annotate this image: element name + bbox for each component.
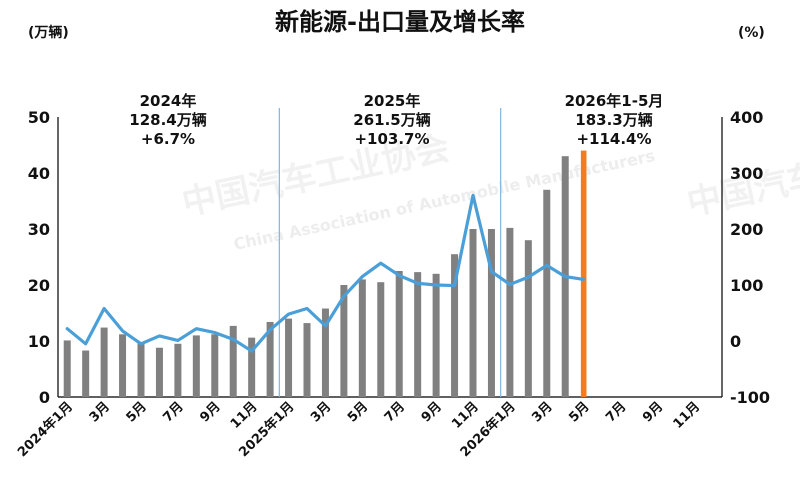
x-tick-label: 11月 [228,399,261,432]
x-tick-label: 5月 [124,399,150,425]
x-tick-label: 7月 [603,399,629,425]
left-tick-label: 50 [28,108,50,127]
annotation-line: 2025年 [364,92,421,110]
bar [192,335,200,397]
annotation-line: 128.4万辆 [129,111,206,129]
bar [451,254,459,397]
bar [321,308,329,397]
bar [174,343,182,397]
left-axis-ticks: 0 10 20 30 40 50 [28,108,50,407]
x-tick-label: 5月 [566,399,592,425]
bar [285,318,293,397]
bar [63,340,71,397]
annotation-line: 261.5万辆 [353,111,430,129]
x-tick-label: 9月 [197,399,223,425]
bar [119,334,127,397]
period-dividers [278,108,502,397]
right-tick-label: 100 [730,276,763,295]
left-tick-label: 0 [39,388,50,407]
bar [100,327,108,397]
annotation-line: +6.7% [141,130,195,148]
bar [487,229,495,397]
x-tick-label: 9月 [419,399,445,425]
left-tick-label: 40 [28,164,50,183]
growth-rate-line [65,193,586,353]
x-tick-label: 11月 [449,399,482,432]
bar [524,240,532,397]
bar [248,337,256,397]
x-tick-label: 2024年1月 [14,399,76,461]
left-tick-label: 10 [28,332,50,351]
x-tick-label: 7月 [382,399,408,425]
annotation-line: 2024年 [140,92,197,110]
bar [137,342,145,397]
bar [155,347,163,397]
right-axis-ticks: -100 0 100 200 300 400 [730,108,770,407]
bar [543,189,551,397]
growth-rate-polyline [65,193,586,353]
annotation-line: +114.4% [576,130,651,148]
right-tick-label: 400 [730,108,763,127]
right-tick-label: 0 [730,332,741,351]
x-tick-label: 5月 [345,399,371,425]
bar [414,272,422,397]
right-tick-label: 200 [730,220,763,239]
highlight-bar [580,150,587,397]
bar [211,334,219,397]
bar [377,282,385,397]
bar [469,229,477,397]
x-tick-label: 9月 [640,399,666,425]
x-tick-label: 3月 [529,399,555,425]
x-tick-label: 11月 [671,399,704,432]
bar [358,279,366,397]
bar [506,227,514,397]
x-tick-label: 3月 [308,399,334,425]
bar [266,321,274,397]
right-axis-unit: (%) [738,25,765,41]
left-tick-label: 20 [28,276,50,295]
chart-title: 新能源-出口量及增长率 [275,8,525,36]
bar [432,273,440,397]
x-tick-label: 7月 [161,399,187,425]
bar [340,285,348,397]
left-tick-label: 30 [28,220,50,239]
annotation-line: 2026年1-5月 [565,92,664,110]
left-axis-unit: (万辆) [28,24,69,41]
x-tick-label: 3月 [87,399,113,425]
right-tick-label: -100 [730,388,770,407]
right-tick-label: 300 [730,164,763,183]
bar [395,271,403,397]
bar [82,350,90,397]
annotation-line: +103.7% [354,130,429,148]
bar [229,325,237,397]
annotation-line: 183.3万辆 [575,111,652,129]
bar [303,323,311,397]
